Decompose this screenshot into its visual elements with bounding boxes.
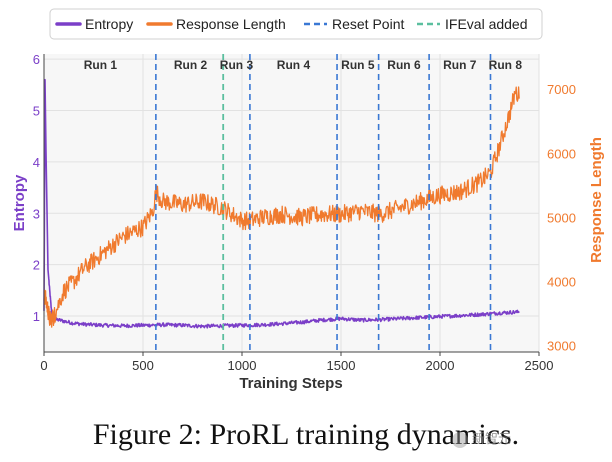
right-y-tick-label: 6000 — [547, 146, 576, 161]
x-tick-label: 1000 — [228, 358, 257, 373]
right-y-tick-label: 7000 — [547, 82, 576, 97]
right-y-axis-title: Response Length — [588, 137, 605, 263]
x-axis-title: Training Steps — [239, 375, 342, 392]
run-label: Run 6 — [387, 58, 421, 72]
watermark-text: 新智元 — [472, 432, 512, 447]
figure-caption: Figure 2: ProRL training dynamics. — [92, 418, 520, 451]
left-y-tick-label: 2 — [33, 258, 40, 273]
series-layer — [43, 78, 520, 329]
watermark: 新智元 — [452, 428, 511, 448]
series-line-entropy — [43, 78, 520, 329]
left-y-tick-label: 6 — [33, 52, 40, 67]
right-y-tick-label: 4000 — [547, 275, 576, 290]
legend-label-ifeval-added: IFEval added — [445, 16, 528, 32]
run-label: Run 2 — [174, 58, 208, 72]
run-labels: Run 1 Run 2 Run 3 Run 4 Run 5 Run 6 Run 7 Run 8 — [84, 58, 523, 72]
run-label: Run 8 — [489, 58, 523, 72]
x-tick-label: 2000 — [426, 358, 455, 373]
legend-label-response-length: Response Length — [176, 16, 286, 32]
legend-label-reset-point: Reset Point — [332, 16, 404, 32]
legend-label-entropy: Entropy — [85, 16, 133, 32]
legend: Entropy Response Length Reset Point IFEv… — [49, 8, 543, 40]
left-y-axis: 1 2 3 4 5 6 — [33, 52, 40, 324]
legend-box — [49, 8, 543, 40]
watermark-logo-icon — [452, 431, 468, 448]
x-tick-label: 2500 — [525, 358, 554, 373]
run-label: Run 4 — [277, 58, 311, 72]
series-line-response-length — [43, 86, 520, 328]
right-y-tick-label: 5000 — [547, 210, 576, 225]
left-y-tick-label: 1 — [33, 309, 40, 324]
x-tick-label: 0 — [40, 358, 47, 373]
plot-area — [44, 54, 539, 352]
right-y-tick-label: 3000 — [547, 339, 576, 354]
run-label: Run 3 — [220, 58, 254, 72]
run-label: Run 7 — [443, 58, 477, 72]
left-y-tick-label: 3 — [33, 206, 40, 221]
left-y-tick-label: 4 — [33, 155, 40, 170]
left-y-tick-label: 5 — [33, 104, 40, 119]
left-y-axis-title: Entropy — [11, 174, 28, 231]
x-tick-label: 1500 — [327, 358, 356, 373]
run-label: Run 5 — [341, 58, 375, 72]
x-axis: 0 500 1000 1500 2000 2500 — [40, 352, 553, 373]
run-label: Run 1 — [84, 58, 118, 72]
x-tick-label: 500 — [132, 358, 154, 373]
right-y-axis: 3000 4000 5000 6000 7000 — [547, 82, 576, 353]
